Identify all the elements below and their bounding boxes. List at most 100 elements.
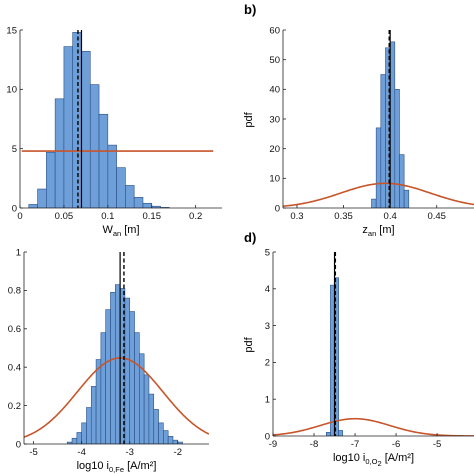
histogram-bar (107, 144, 117, 208)
x-tick-label: -6 (392, 439, 400, 450)
x-tick-label: 0.35 (334, 211, 353, 222)
histogram-bar (124, 297, 131, 444)
histogram-bar (129, 311, 135, 444)
histogram-bar (330, 284, 335, 436)
x-tick-label: -3 (125, 447, 133, 458)
y-tick-label: 0 (275, 203, 280, 214)
histogram-bar (81, 51, 91, 208)
histogram-bar (148, 393, 155, 444)
x-tick-label: -4 (77, 447, 85, 458)
histogram-bar (89, 84, 100, 208)
histogram-bars (66, 284, 183, 444)
x-tick-label: 0.2 (189, 211, 202, 222)
histogram-bar (37, 188, 47, 208)
x-axis-label: zan [m] (362, 224, 394, 238)
histogram-bar (172, 439, 179, 444)
y-tick-label: 10 (6, 85, 17, 96)
y-tick-label: 2 (265, 358, 270, 369)
histogram-bar (114, 284, 121, 444)
histogram-bar (71, 437, 78, 444)
y-tick-label: 20 (269, 144, 280, 155)
panel-b: 0.3 0.35 0.4 0.45 0 10 20 30 40 50 60 zan [m] pdf b) (243, 2, 474, 238)
histogram-bar (100, 332, 106, 444)
histogram-bar (95, 359, 102, 444)
panel-label: d) (244, 230, 256, 245)
y-tick-label: 3 (265, 321, 270, 332)
histogram-bar (133, 197, 144, 208)
histogram-bar (380, 74, 386, 208)
x-tick-label: -7 (351, 439, 359, 450)
y-tick-label: 1 (265, 395, 270, 406)
x-tick-label: 0.15 (142, 211, 161, 222)
y-tick-label: 5 (265, 247, 270, 258)
x-tick-label: -8 (310, 439, 318, 450)
histogram-bar (134, 332, 140, 444)
histogram-bar (110, 292, 116, 444)
histogram-bar (72, 32, 82, 208)
x-tick-label: 0.1 (101, 211, 114, 222)
histogram-bar (63, 46, 73, 208)
y-tick-label: 0 (16, 439, 21, 450)
y-tick-label: 0.8 (8, 286, 21, 297)
x-tick-label: -2 (174, 447, 182, 458)
y-tick-label: 0 (12, 203, 17, 214)
histogram-bar (326, 432, 331, 436)
x-tick-label: -9 (269, 439, 277, 450)
histogram-bar (338, 430, 344, 436)
y-tick-label: 5 (12, 144, 17, 155)
y-tick-label: 15 (6, 25, 17, 36)
histogram-bar (142, 202, 153, 208)
fit-curve (24, 357, 209, 438)
panel-a: 0 0.05 0.1 0.15 0.2 0 5 10 15 Wan [m] (6, 25, 222, 238)
y-tick-label: 40 (269, 85, 280, 96)
y-tick-label: 4 (265, 284, 270, 295)
histogram-bar (86, 407, 92, 444)
x-tick-label: -5 (433, 439, 441, 450)
y-tick-label: 0.6 (8, 324, 21, 335)
histogram-bar (163, 430, 169, 444)
fit-curve (283, 182, 474, 208)
panel-c: -5 -4 -3 -2 0 0.2 0.4 0.6 0.8 1 log10 i0,Fe [A/m²] (8, 247, 209, 474)
histogram-bar (98, 113, 109, 208)
histogram-bar (76, 432, 82, 444)
histogram-bars (28, 32, 170, 208)
y-tick-label: 1 (16, 247, 21, 258)
x-tick-label: 0 (17, 211, 22, 222)
y-axis-label: pdf (243, 336, 255, 352)
y-tick-label: 50 (269, 55, 280, 66)
histogram-bar (403, 189, 410, 208)
y-tick-label: 0.4 (8, 363, 21, 374)
x-tick-label: 0.4 (384, 211, 397, 222)
histogram-bar (153, 409, 159, 444)
histogram-bar (90, 386, 97, 444)
panel-d: -9 -8 -7 -6 -5 0 1 2 3 4 5 log10 i0,O2 [A/m²] pdf d) (243, 230, 474, 468)
y-tick-label: 60 (269, 25, 280, 36)
y-tick-label: 30 (269, 114, 280, 125)
histogram-bar (371, 198, 377, 208)
histogram-bar (158, 422, 164, 444)
x-axis-label: Wan [m] (102, 224, 139, 238)
y-tick-label: 0 (265, 431, 270, 442)
panel-label: b) (244, 2, 256, 17)
histogram-bar (105, 309, 111, 444)
x-tick-label: -5 (29, 447, 37, 458)
y-tick-label: 10 (269, 174, 280, 185)
y-tick-label: 0.2 (8, 401, 21, 412)
histogram-bar (143, 374, 150, 444)
histogram-bar (46, 151, 56, 208)
histogram-bar (125, 185, 135, 208)
y-axis-label: pdf (243, 111, 255, 127)
histogram-bar (28, 204, 38, 208)
histogram-bar (167, 436, 174, 444)
x-tick-label: 0.05 (55, 211, 74, 222)
x-tick-label: 0.45 (427, 211, 446, 222)
x-axis-label: log10 i0,O2 [A/m²] (333, 452, 414, 468)
histogram-bar (116, 167, 126, 208)
histogram-bar (375, 127, 382, 208)
histogram-bar (81, 422, 87, 444)
histogram-bar (399, 154, 405, 208)
x-axis-label: log10 i0,Fe [A/m²] (77, 460, 157, 474)
fit-curve (273, 417, 474, 436)
histogram-bar (54, 98, 65, 208)
